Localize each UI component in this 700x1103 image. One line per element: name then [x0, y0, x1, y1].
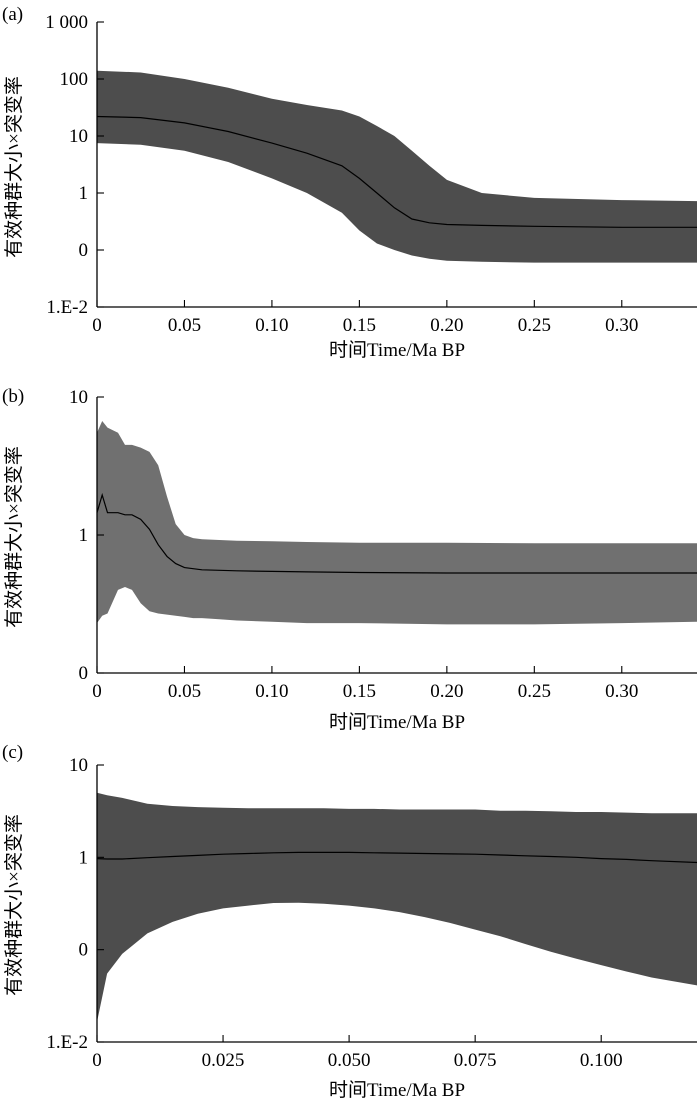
panel-a-y-tick-label: 10: [69, 126, 88, 147]
panel-a-y-tick-label: 1.E-2: [46, 297, 88, 318]
panel-a-x-tick-label: 0.30: [605, 315, 638, 336]
panel-b-y-tick-label: 10: [69, 387, 88, 408]
panel-a-x-tick-label: 0.15: [343, 315, 376, 336]
panel-c-x-tick-label: 0: [92, 1050, 102, 1071]
panel-c-label: (c): [2, 742, 23, 763]
panel-b-median-line: [96, 492, 697, 574]
panel-a-x-tick-label: 0: [92, 315, 102, 336]
panel-c-x-tick-label: 0.050: [328, 1050, 371, 1071]
panel-c-x-tick-label: 0.075: [454, 1050, 497, 1071]
panel-a-x-axis-label: 时间Time/Ma BP: [329, 339, 465, 361]
panel-b-confidence-band: [97, 421, 697, 625]
panel-b-y-axis-label: 有效种群大小×突变率: [3, 446, 25, 628]
panel-c-y-axis-label: 有效种群大小×突变率: [3, 814, 25, 996]
panel-b-label: (b): [2, 386, 24, 407]
panel-a-y-tick-label: 1 000: [45, 12, 88, 33]
panel-b-x-tick-label: 0: [92, 681, 102, 702]
panel-b-x-tick-label: 0.20: [430, 681, 463, 702]
panel-a-y-tick-label: 1: [79, 183, 89, 204]
panel-a-y-axis-label: 有效种群大小×突变率: [3, 76, 25, 258]
panel-c-y-tick-label: 0: [79, 940, 89, 961]
panel-c-median-line: [96, 851, 698, 864]
panel-c-y-tick-label: 1.E-2: [46, 1032, 88, 1053]
panel-c-y-tick-label: 1: [79, 847, 89, 868]
panel-a-confidence-band: [97, 70, 697, 263]
panel-a-median-line: [96, 115, 697, 228]
panel-b-x-tick-label: 0.05: [168, 681, 201, 702]
panel-a-x-tick-label: 0.10: [255, 315, 288, 336]
panel-b-x-tick-label: 0.25: [518, 681, 551, 702]
panel-a-x-tick-label: 0.20: [430, 315, 463, 336]
panel-c-x-tick-label: 0.100: [580, 1050, 623, 1071]
panel-b-x-tick-label: 0.15: [343, 681, 376, 702]
panel-b-x-tick-label: 0.10: [255, 681, 288, 702]
panel-b-x-axis-label: 时间Time/Ma BP: [329, 711, 465, 733]
panel-a-label: (a): [2, 4, 23, 25]
panel-b-y-tick-label: 1: [79, 525, 89, 546]
panel-a-y-tick-label: 0: [79, 240, 89, 261]
panel-c-confidence-band: [97, 792, 697, 1022]
panel-c-x-tick-label: 0.025: [202, 1050, 245, 1071]
panel-b-y-tick-label: 0: [79, 663, 89, 684]
panel-b-x-tick-label: 0.30: [605, 681, 638, 702]
panel-c-y-tick-label: 10: [69, 755, 88, 776]
panel-a-x-tick-label: 0.25: [518, 315, 551, 336]
panel-c-x-axis-label: 时间Time/Ma BP: [329, 1079, 465, 1101]
panel-a-y-tick-label: 100: [60, 69, 89, 90]
panel-a-x-tick-label: 0.05: [168, 315, 201, 336]
